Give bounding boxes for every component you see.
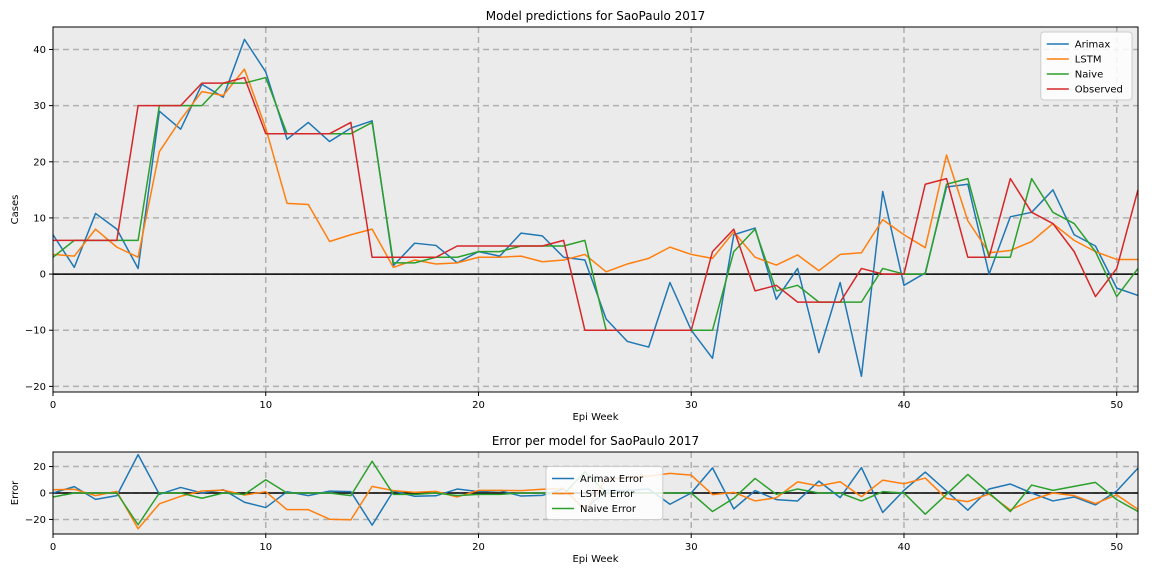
predictions-y-tick-label: 0 bbox=[40, 270, 46, 281]
predictions-legend: Arimax LSTM Naive Observed bbox=[1040, 31, 1133, 101]
error-chart: 0 10 20 30 40 50 −20 0 20 Error per model for Sa… bbox=[10, 434, 1139, 565]
predictions-x-axis-label: Epi Week bbox=[572, 412, 618, 423]
error-y-tick-label: −20 bbox=[25, 515, 46, 526]
legend-label-lstm-error: LSTM Error bbox=[580, 489, 635, 500]
predictions-series bbox=[52, 38, 1139, 378]
series-line-naive bbox=[52, 76, 1139, 331]
predictions-chart-title: Model predictions for SaoPaulo 2017 bbox=[486, 9, 705, 23]
predictions-x-tick-label: 20 bbox=[472, 400, 485, 411]
series-line-lstm bbox=[52, 68, 1138, 273]
predictions-plot-area bbox=[53, 27, 1138, 392]
error-y-tick-label: 0 bbox=[40, 489, 46, 500]
legend-label-lstm: LSTM bbox=[1075, 55, 1102, 66]
error-x-tick-label: 0 bbox=[50, 542, 56, 553]
error-legend-box bbox=[545, 466, 664, 520]
error-x-tick-label: 20 bbox=[472, 542, 485, 553]
error-legend: Arimax Error LSTM Error Naive Error bbox=[545, 466, 664, 520]
error-x-tick-label: 50 bbox=[1110, 542, 1123, 553]
error-x-axis-label: Epi Week bbox=[572, 554, 618, 565]
legend-label-arimax: Arimax bbox=[1075, 40, 1111, 51]
error-y-axis-label: Error bbox=[10, 480, 21, 505]
series-line-observed bbox=[53, 76, 1139, 331]
predictions-x-tick-label: 50 bbox=[1110, 400, 1123, 411]
error-x-tick-label: 10 bbox=[259, 542, 272, 553]
legend-label-observed: Observed bbox=[1075, 85, 1123, 96]
predictions-plot-frame bbox=[52, 26, 1139, 393]
predictions-x-tick-label: 10 bbox=[259, 400, 272, 411]
error-chart-title: Error per model for SaoPaulo 2017 bbox=[492, 434, 699, 448]
error-ticks: 0 10 20 30 40 50 −20 0 20 bbox=[25, 462, 1123, 553]
error-x-tick-label: 30 bbox=[685, 542, 698, 553]
legend-label-arimax-error: Arimax Error bbox=[580, 474, 644, 485]
predictions-y-axis-label: Cases bbox=[10, 195, 21, 225]
predictions-x-tick-label: 40 bbox=[898, 400, 911, 411]
predictions-y-tick-label: 10 bbox=[33, 213, 46, 224]
legend-label-naive-error: Naive Error bbox=[580, 504, 637, 515]
predictions-y-tick-label: −10 bbox=[25, 326, 46, 337]
predictions-chart: 0 10 20 30 40 50 −20 −10 0 10 20 30 40 Model predict… bbox=[10, 9, 1139, 423]
predictions-x-tick-label: 30 bbox=[685, 400, 698, 411]
predictions-ticks: 0 10 20 30 40 50 −20 −10 0 10 20 30 40 bbox=[25, 45, 1123, 411]
predictions-y-tick-label: 30 bbox=[33, 101, 46, 112]
predictions-legend-box bbox=[1040, 31, 1133, 101]
predictions-x-tick-label: 0 bbox=[50, 400, 56, 411]
error-x-tick-label: 40 bbox=[898, 542, 911, 553]
predictions-y-tick-label: −20 bbox=[25, 382, 46, 393]
legend-label-naive: Naive bbox=[1075, 70, 1103, 81]
predictions-y-tick-label: 40 bbox=[33, 45, 46, 56]
error-y-tick-label: 20 bbox=[33, 462, 46, 473]
predictions-y-tick-label: 20 bbox=[33, 157, 46, 168]
